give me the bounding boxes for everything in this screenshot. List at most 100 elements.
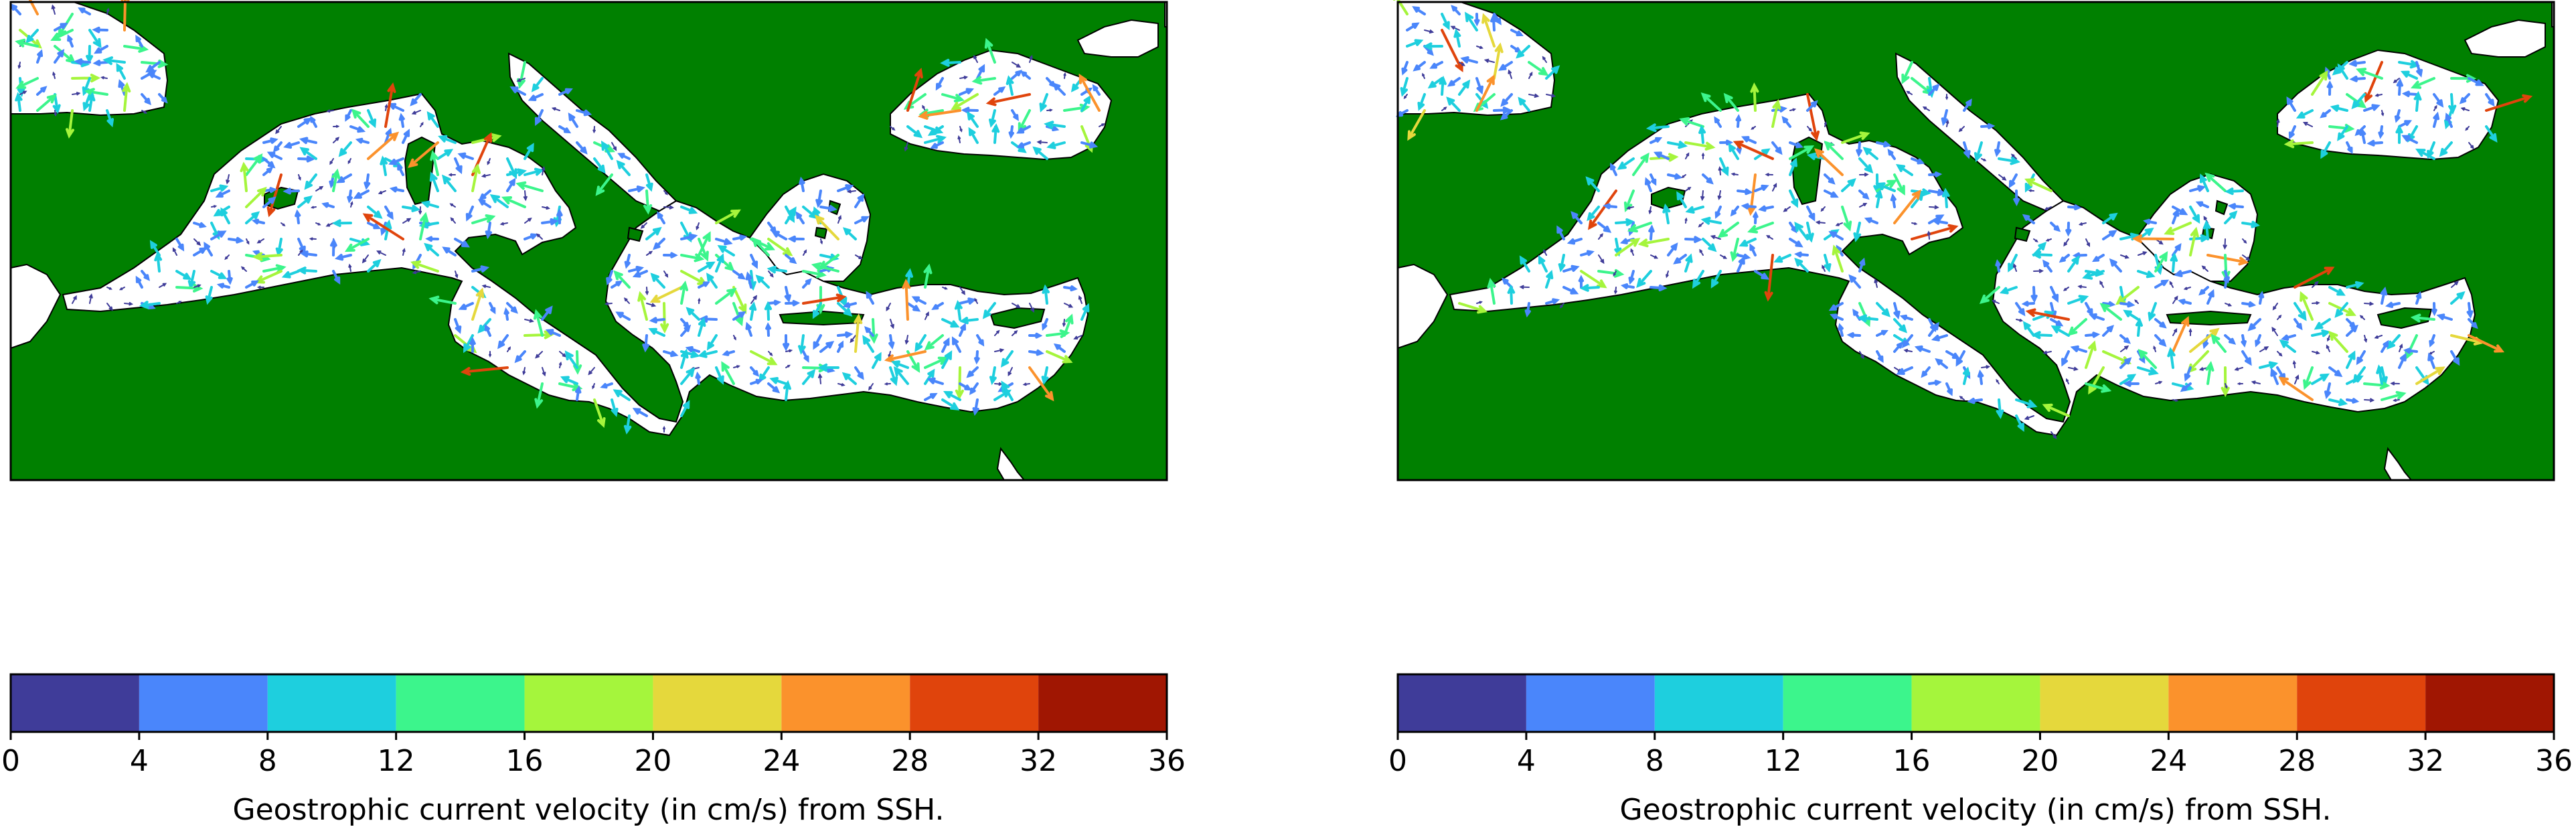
right-current-arrow-98 (2286, 96, 2296, 112)
right-current-arrow-75 (2396, 78, 2403, 96)
right-island-5 (2014, 226, 2031, 242)
left-colorbar-tick-label-0: 0 (1, 744, 20, 778)
right-current-arrow-509 (2429, 334, 2435, 348)
left-current-arrow-317 (820, 238, 823, 245)
left-current-arrow-407 (802, 278, 812, 289)
right-current-arrow-187 (1681, 174, 1686, 179)
left-current-arrow-94 (411, 110, 421, 115)
left-current-arrow-175 (457, 152, 474, 160)
right-current-arrow-603 (2346, 398, 2360, 404)
left-current-arrow-43 (116, 62, 126, 80)
right-current-arrow-92 (1771, 106, 1787, 112)
left-current-arrow-160 (1036, 140, 1048, 145)
right-current-arrow-596 (1959, 396, 1965, 400)
right-current-arrow-307 (2033, 238, 2038, 242)
left-current-arrow-245 (489, 194, 509, 208)
left-colorbar-tick-label-1: 4 (130, 744, 149, 778)
right-current-arrow-183 (1610, 162, 1617, 176)
left-current-arrow-267 (402, 218, 412, 224)
left-current-arrow-97 (576, 109, 592, 117)
right-current-arrow-208 (1685, 186, 1692, 192)
right-current-arrow-156 (2359, 127, 2366, 144)
right-current-arrow-50 (2349, 76, 2366, 82)
right-current-arrow-439 (2225, 303, 2233, 307)
right-current-arrow-396 (1979, 286, 2000, 304)
left-current-arrow-273 (499, 222, 508, 226)
right-current-arrow-199 (1895, 164, 1913, 176)
left-current-arrow-370 (606, 270, 613, 286)
left-current-arrow-549 (680, 348, 689, 369)
left-current-arrow-289 (193, 238, 202, 246)
right-current-arrow-381 (2174, 270, 2192, 277)
left-current-arrow-86 (106, 109, 114, 128)
left-current-arrow-610 (662, 425, 666, 433)
left-current-arrow-562 (890, 360, 909, 369)
left-current-arrow-74 (993, 86, 1006, 96)
right-current-arrow-158 (2395, 124, 2403, 144)
left-current-arrow-389 (193, 284, 202, 288)
left-current-arrow-181 (617, 153, 631, 160)
right-current-arrow-406 (2169, 281, 2174, 288)
right-current-arrow-512 (1859, 351, 1864, 360)
right-current-arrow-358 (1628, 270, 1635, 285)
left-colorbar-tick-label-6: 24 (762, 744, 800, 778)
right-current-arrow-165 (1654, 151, 1670, 160)
left-current-arrow-390 (205, 286, 213, 305)
right-current-arrow-555 (2167, 347, 2176, 369)
left-current-arrow-138 (283, 141, 300, 149)
left-sea-aegean (748, 173, 872, 282)
left-current-arrow-517 (559, 351, 567, 358)
left-current-arrow-146 (438, 135, 457, 144)
left-current-arrow-57 (19, 90, 27, 95)
left-current-arrow-40 (71, 74, 101, 83)
left-current-arrow-222 (628, 185, 645, 193)
right-current-arrow-435 (2148, 302, 2157, 322)
right-current-arrow-43 (1508, 69, 1512, 79)
right-current-arrow-448 (2380, 286, 2388, 305)
right-current-arrow-367 (1822, 264, 1826, 272)
right-current-arrow-466 (2099, 303, 2122, 321)
right-current-arrow-427 (2015, 302, 2026, 317)
right-current-arrow-575 (1996, 378, 2000, 384)
right-colorbar-tick-label-6: 24 (2150, 744, 2187, 778)
right-current-arrow-359 (1636, 270, 1652, 288)
left-current-arrow-545 (542, 367, 546, 377)
left-current-arrow-281 (715, 209, 741, 224)
right-current-arrow-578 (2119, 374, 2137, 385)
left-current-arrow-98 (906, 68, 923, 112)
left-current-arrow-393 (256, 285, 264, 289)
right-current-arrow-535 (2326, 344, 2330, 352)
left-current-arrow-114 (349, 125, 366, 133)
left-current-arrow-338 (624, 254, 631, 269)
right-current-arrow-480 (1846, 332, 1861, 338)
left-current-arrow-552 (733, 365, 740, 368)
left-current-arrow-290 (210, 230, 227, 240)
right-colorbar-frame (1396, 673, 2555, 733)
left-current-arrow-507 (1012, 329, 1018, 336)
right-current-arrow-247 (1929, 205, 1939, 210)
left-current-arrow-283 (785, 206, 797, 224)
left-current-arrow-113 (333, 125, 340, 128)
left-current-arrow-328 (298, 249, 303, 256)
left-colorbar-bin-3 (267, 674, 396, 732)
right-current-arrow-108 (2460, 107, 2470, 111)
left-current-arrow-106 (1046, 108, 1053, 112)
left-current-arrow-345 (750, 254, 758, 269)
left-current-arrow-392 (245, 280, 260, 289)
left-current-arrow-569 (1028, 366, 1054, 402)
left-current-arrow-416 (88, 293, 93, 304)
left-current-arrow-69 (558, 88, 573, 96)
left-current-arrow-45 (147, 72, 161, 80)
right-current-arrow-386 (1519, 285, 1530, 289)
left-current-arrow-481 (484, 323, 491, 337)
right-current-arrow-520 (2061, 350, 2070, 367)
left-current-arrows (10, 0, 1105, 435)
right-current-arrow-424 (1876, 302, 1890, 317)
left-current-arrow-10 (50, 29, 74, 42)
left-current-arrow-357 (226, 270, 233, 285)
left-current-arrow-120 (558, 125, 572, 134)
right-current-arrow-579 (2123, 380, 2140, 387)
left-current-arrow-332 (361, 254, 369, 264)
right-current-arrow-548 (1981, 365, 1991, 369)
right-current-arrow-186 (1667, 173, 1683, 180)
